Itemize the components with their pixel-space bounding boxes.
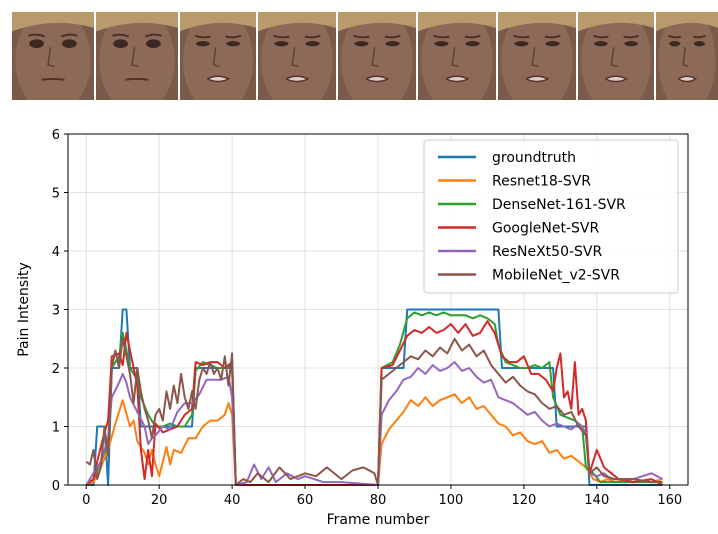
x-tick-label: 20 [151, 493, 168, 508]
x-tick-label: 160 [657, 493, 682, 508]
x-tick-label: 80 [370, 493, 387, 508]
y-tick-label: 5 [52, 187, 60, 202]
face-frame-2 [96, 12, 178, 100]
x-axis-label: Frame number [327, 512, 430, 528]
axis-ticks: 0 20 40 60 80 100 120 140 160 0 1 2 3 4 5 6 [52, 128, 682, 508]
face-frame-6 [418, 12, 496, 100]
y-tick-label: 4 [52, 245, 60, 260]
face-image [12, 12, 94, 100]
series-line-mobilenet-v2-svr [85, 337, 663, 486]
face-frame-1 [12, 12, 94, 100]
legend-label: GoogleNet-SVR [492, 221, 599, 237]
x-tick-label: 60 [297, 493, 314, 508]
face-frame-9 [656, 12, 718, 100]
series-line-densenet-161-svr [85, 311, 663, 486]
y-tick-label: 1 [52, 421, 60, 436]
legend-label: DenseNet-161-SVR [492, 197, 626, 213]
legend: groundtruth Resnet18-SVR DenseNet-161-SVR G… [423, 139, 679, 294]
x-tick-label: 40 [224, 493, 241, 508]
y-tick-label: 0 [52, 479, 60, 494]
face-frame-5 [338, 12, 416, 100]
face-image [498, 12, 576, 100]
legend-label: groundtruth [492, 150, 576, 166]
x-tick-label: 100 [439, 493, 464, 508]
legend-label: ResNeXt50-SVR [492, 244, 603, 260]
face-image [258, 12, 336, 100]
face-image [578, 12, 654, 100]
face-frame-4 [258, 12, 336, 100]
series-line-groundtruth [86, 308, 663, 486]
legend-box [423, 139, 679, 294]
y-tick-label: 6 [52, 128, 60, 143]
x-tick-label: 140 [584, 493, 609, 508]
face-frame-3 [180, 12, 256, 100]
legend-label: MobileNet_v2-SVR [492, 268, 620, 284]
face-image [656, 12, 718, 100]
face-image [338, 12, 416, 100]
pain-intensity-chart: 0 20 40 60 80 100 120 140 160 0 1 2 3 4 5 6 Frame numbe… [16, 128, 689, 528]
y-axis-label: Pain Intensity [16, 262, 32, 357]
x-tick-label: 0 [82, 493, 90, 508]
face-frame-8 [578, 12, 654, 100]
face-image [180, 12, 256, 100]
face-frame-7 [498, 12, 576, 100]
face-image [96, 12, 178, 100]
y-tick-label: 2 [52, 362, 60, 377]
face-image [418, 12, 496, 100]
legend-label: Resnet18-SVR [492, 174, 591, 190]
x-tick-label: 120 [511, 493, 536, 508]
series-lines [85, 308, 663, 486]
series-line-resnet18-svr [85, 393, 663, 486]
y-tick-label: 3 [52, 304, 60, 319]
series-line-googlenet-svr [85, 320, 663, 486]
face-frame-strip [0, 0, 718, 104]
